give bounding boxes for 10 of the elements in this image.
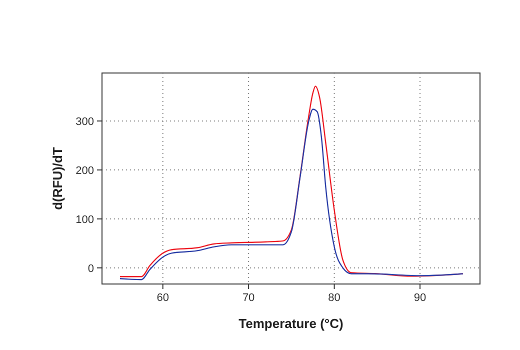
y-tick-label: 300	[76, 116, 94, 128]
y-tick-label: 100	[76, 214, 94, 226]
x-tick-label: 90	[414, 292, 426, 304]
y-tick-label: 200	[76, 164, 94, 177]
x-tick-label: 80	[328, 292, 340, 304]
y-axis-title: d(RFU)/dT	[50, 147, 65, 210]
y-tick-label: 0	[88, 262, 94, 275]
x-tick-label: 60	[156, 292, 169, 304]
x-tick-label: 70	[242, 292, 255, 304]
x-axis-title: Temperature (°C)	[238, 316, 344, 331]
